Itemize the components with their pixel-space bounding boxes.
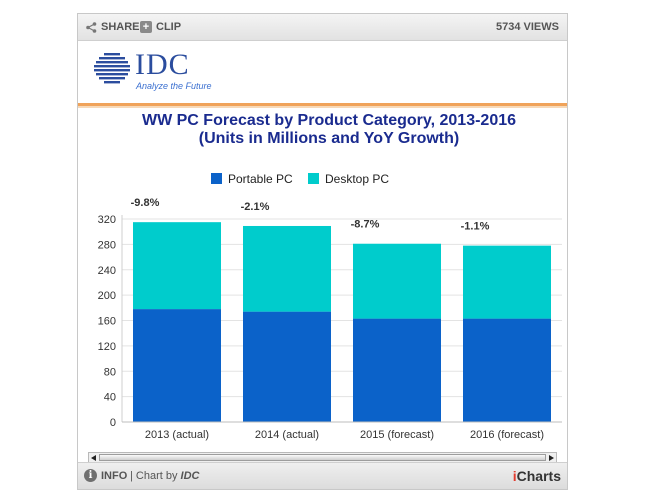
bar-desktop-3[interactable] (463, 245, 551, 319)
views-label: 5734 VIEWS (496, 21, 559, 33)
widget-footer: i INFO | Chart by IDC iCharts (78, 462, 567, 489)
bar-portable-0[interactable] (133, 309, 221, 422)
share-label: SHARE (101, 21, 140, 33)
y-tick-label: 280 (98, 239, 116, 251)
x-tick-label: 2013 (actual) (145, 429, 209, 441)
bar-portable-3[interactable] (463, 318, 551, 422)
views-counter: 5734 VIEWS (496, 21, 559, 33)
legend-label-0: Portable PC (228, 172, 293, 186)
bar-portable-1[interactable] (243, 311, 331, 422)
logo-text: IDC (135, 48, 190, 81)
y-tick-label: 0 (110, 417, 116, 429)
x-axis: 2013 (actual) 2014 (actual) 2015 (forecast… (122, 421, 562, 441)
chart-subtitle: (Units in Millions and YoY Growth) (199, 130, 459, 147)
plus-icon: + (140, 21, 152, 33)
y-tick-label: 120 (98, 341, 116, 353)
bar-desktop-1[interactable] (243, 225, 331, 312)
chart-credit-prefix: | Chart by (130, 470, 181, 482)
logo-tagline: Analyze the Future (136, 81, 212, 91)
clip-button[interactable]: + CLIP (140, 21, 181, 33)
growth-label: -1.1% (461, 221, 490, 233)
scroll-left-icon[interactable] (91, 455, 96, 461)
icharts-logo-i: i (512, 468, 517, 484)
chart-title: WW PC Forecast by Product Category, 2013… (142, 112, 516, 129)
x-tick-label: 2014 (actual) (255, 429, 319, 441)
growth-label: -9.8% (131, 197, 160, 209)
bar-portable-2[interactable] (353, 318, 441, 422)
idc-globe-icon (94, 53, 130, 84)
chart-credit: | Chart by IDC (130, 470, 200, 482)
y-tick-label: 320 (98, 214, 116, 226)
growth-label: -8.7% (351, 219, 380, 231)
y-tick-label: 240 (98, 265, 116, 277)
legend-label-1: Desktop PC (325, 172, 389, 186)
chart-bars (133, 222, 551, 422)
chart-annotations: -9.8% -2.1% -8.7% -1.1% (131, 197, 490, 232)
info-icon[interactable]: i (84, 469, 97, 482)
y-tick-label: 80 (104, 366, 116, 378)
y-tick-label: 40 (104, 392, 116, 404)
chart-widget: SHARE + CLIP 5734 VIEWS IDC Analyze the … (77, 13, 568, 490)
share-icon (86, 21, 97, 33)
y-tick-label: 200 (98, 290, 116, 302)
scroll-right-icon[interactable] (549, 455, 554, 461)
scrollbar-thumb[interactable] (99, 454, 546, 461)
chart-area: WW PC Forecast by Product Category, 2013… (98, 112, 562, 441)
growth-label: -2.1% (241, 201, 270, 213)
header-divider (78, 103, 567, 106)
chart-legend: Portable PC Desktop PC (211, 172, 389, 186)
bar-desktop-0[interactable] (133, 222, 221, 310)
x-tick-label: 2015 (forecast) (360, 429, 434, 441)
y-axis: 0 40 80 120 160 200 240 280 320 (98, 214, 123, 429)
legend-swatch-1 (308, 173, 319, 184)
share-button[interactable]: SHARE (86, 21, 140, 33)
clip-label: CLIP (156, 21, 182, 33)
bar-desktop-2[interactable] (353, 243, 441, 319)
header-divider-shadow (78, 106, 567, 108)
legend-swatch-0 (211, 173, 222, 184)
icharts-logo[interactable]: iCharts (513, 468, 561, 484)
icharts-logo-rest: Charts (516, 468, 561, 484)
x-tick-label: 2016 (forecast) (470, 429, 544, 441)
info-button[interactable]: INFO (101, 470, 128, 482)
y-tick-label: 160 (98, 316, 116, 328)
logo-header: IDC Analyze the Future (78, 41, 567, 103)
widget-toolbar: SHARE + CLIP 5734 VIEWS (78, 14, 567, 41)
chart-credit-brand: IDC (180, 470, 200, 482)
